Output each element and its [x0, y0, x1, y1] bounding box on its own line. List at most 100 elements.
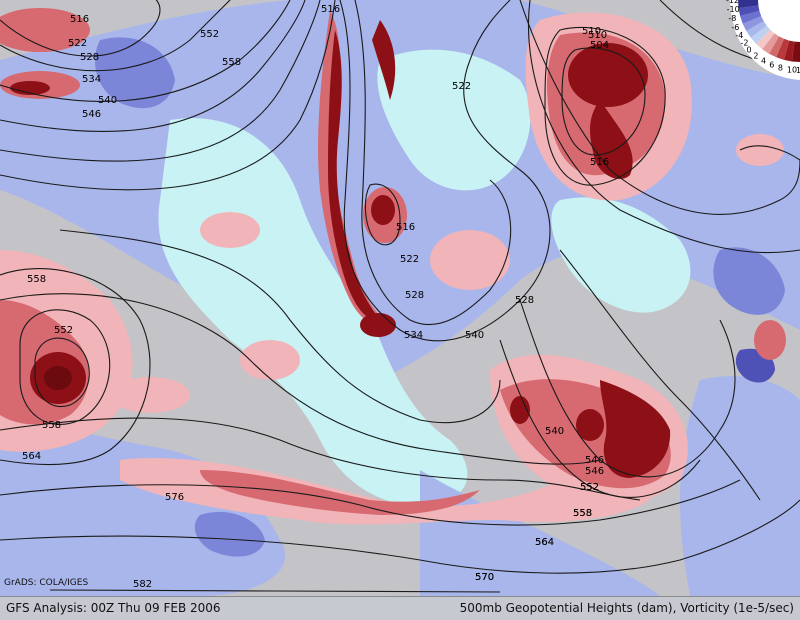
contour-label: 540 [465, 330, 484, 341]
vorticity-core [44, 366, 72, 390]
colorbar-swatch [783, 40, 795, 62]
height-contour [561, 47, 646, 156]
colorbar-label: 4 [761, 57, 766, 66]
contour-label: 564 [535, 537, 554, 548]
colorbar-label: -2 [740, 39, 748, 48]
vorticity-pink-patch [430, 230, 510, 290]
vorticity-max-adriatic [360, 313, 396, 337]
height-contour [19, 309, 111, 425]
height-contour [339, 0, 551, 342]
colorbar-swatch [740, 10, 762, 24]
colorbar-label: 2 [753, 52, 758, 61]
height-contour [0, 0, 306, 133]
height-contour [0, 268, 151, 466]
contour-label: 564 [22, 451, 41, 462]
contour-label: 546 [585, 455, 604, 466]
height-contour [0, 499, 800, 574]
vorticity-pink-patch [200, 212, 260, 248]
colorbar-label: 12 [796, 66, 800, 75]
vorticity-max-northwest [0, 8, 90, 52]
colorbar-label: -12 [726, 0, 739, 5]
contour-label: 528 [80, 52, 99, 63]
colorbar-swatch [791, 41, 800, 62]
colorbar-swatch [738, 5, 760, 17]
colorbar-ring [700, 0, 800, 80]
contour-label: 510 [582, 26, 601, 37]
contour-label: 570 [475, 572, 494, 583]
vorticity-blue-region [680, 376, 800, 596]
contour-label: 504 [590, 40, 609, 51]
vorticity-red-band [200, 470, 480, 515]
vorticity-pink-patch [110, 377, 190, 413]
colorbar-swatch [746, 21, 767, 38]
colorbar-swatch [738, 0, 759, 9]
contour-label: 510 [588, 30, 607, 41]
contour-label: 552 [200, 29, 219, 40]
contour-label: 528 [515, 295, 534, 306]
vorticity-tail [590, 100, 633, 180]
height-contour [0, 0, 161, 57]
height-contour [527, 0, 800, 254]
vorticity-core [576, 409, 604, 441]
contour-label-layer: 5165225285345405465525585105045165225285… [22, 4, 609, 590]
vorticity-pink-patch [240, 340, 300, 380]
contour-label: 546 [585, 466, 604, 477]
height-contour [0, 479, 741, 526]
height-contour [59, 229, 501, 424]
colorbar-swatch [742, 16, 764, 31]
vorticity-deep-blue-blob [713, 247, 785, 315]
contour-label: 552 [580, 482, 599, 493]
height-contour [364, 183, 401, 246]
contour-label: 558 [573, 508, 592, 519]
analysis-title: GFS Analysis: 00Z Thu 09 FEB 2006 [6, 601, 221, 615]
height-contour [544, 26, 666, 186]
contour-label: 570 [475, 572, 494, 583]
contour-label: 558 [42, 420, 61, 431]
height-contour [0, 417, 641, 501]
contour-label: 558 [27, 274, 46, 285]
credit-label: GrADS: COLA/IGES [4, 578, 89, 588]
contour-label: 540 [545, 426, 564, 437]
vorticity-deep-blue-blob [95, 37, 175, 109]
vorticity-max-turkey [600, 380, 671, 478]
vorticity-streamer-core [328, 30, 380, 321]
vorticity-max-low-northeast [568, 43, 648, 107]
contour-label: 516 [321, 4, 340, 15]
contour-label: 552 [580, 482, 599, 493]
colorbar-label: 8 [778, 64, 783, 73]
height-contour [354, 0, 512, 326]
height-contour [0, 293, 601, 465]
contour-label: 582 [133, 579, 152, 590]
vorticity-deep-blue-blob [194, 511, 265, 557]
vorticity-map: 516 522 528 534 540 546 552 558 510 504 516 522 528 5… [0, 0, 800, 596]
vorticity-streamer [372, 20, 396, 100]
height-contour [0, 0, 321, 162]
vorticity-blue-region [420, 470, 660, 596]
colorbar-label: 0 [747, 45, 752, 54]
contour-label: 558 [222, 57, 241, 68]
contour-label: 552 [54, 325, 73, 336]
contour-label: 564 [535, 537, 554, 548]
height-contour [49, 589, 501, 593]
contour-label: 522 [68, 38, 87, 49]
colorbar-label: 6 [769, 61, 774, 70]
footer-bar: GFS Analysis: 00Z Thu 09 FEB 2006 500mb … [0, 596, 800, 620]
colorbar-swatch [769, 36, 784, 58]
vorticity-fill-layer [0, 0, 800, 596]
vorticity-core [10, 81, 50, 95]
contour-label: 576 [165, 492, 184, 503]
height-contour [0, 0, 291, 102]
height-contour [559, 249, 761, 501]
contour-label: 534 [404, 330, 423, 341]
colorbar-label: -4 [735, 31, 743, 40]
height-contour [0, 0, 231, 72]
colorbar-swatch [750, 25, 771, 44]
colorbar-swatch [776, 38, 790, 60]
contour-label: 528 [405, 290, 424, 301]
contour-label: 540 [98, 95, 117, 106]
contour-label: 546 [82, 109, 101, 120]
vorticity-pink-patch [736, 134, 784, 166]
colorbar-label: -6 [731, 23, 739, 32]
height-contour [0, 0, 336, 191]
